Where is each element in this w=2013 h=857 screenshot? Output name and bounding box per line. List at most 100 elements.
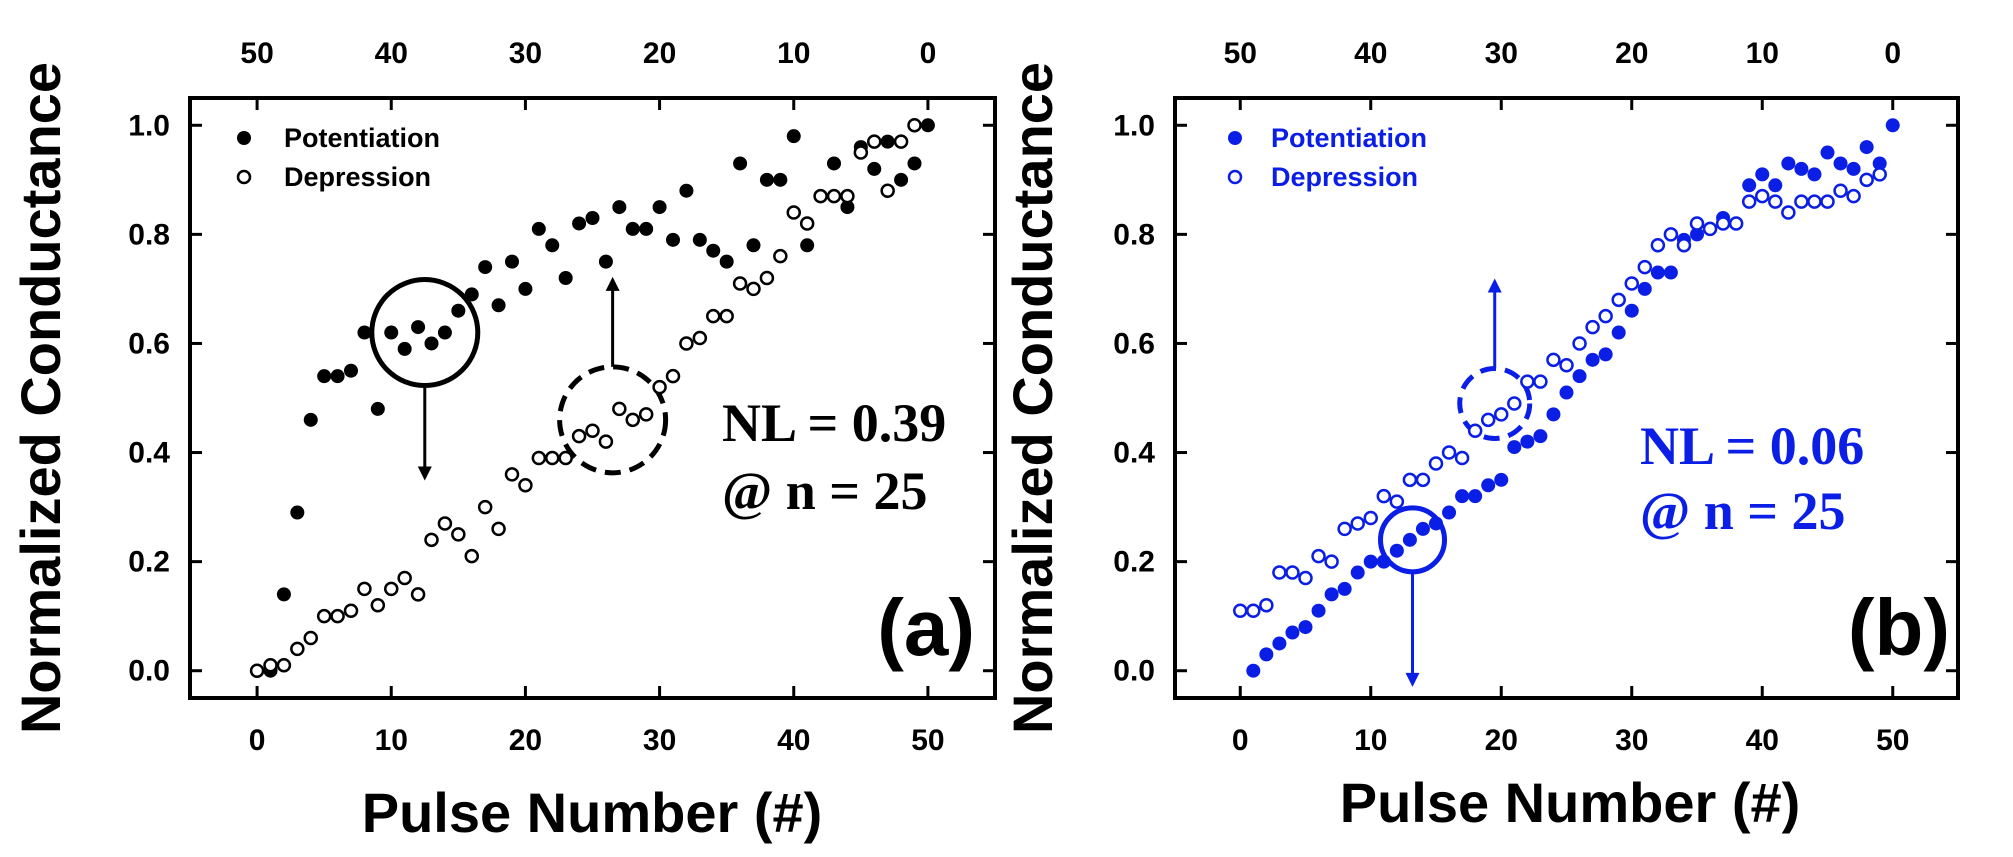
top-tick-label: 40 <box>1354 37 1387 70</box>
y-axis-label: Normalized Conductance <box>1001 62 1064 734</box>
top-ticks: 50 40 30 20 10 0 <box>240 37 936 110</box>
depression-point <box>1507 396 1522 411</box>
potentiation-point <box>330 369 345 384</box>
legend-marker-potentiation <box>1228 131 1242 145</box>
potentiation-point <box>1272 636 1287 651</box>
potentiation-point <box>1820 145 1835 160</box>
potentiation-point <box>1259 647 1274 662</box>
depression-point <box>1402 472 1418 488</box>
potentiation-point <box>1585 352 1600 367</box>
potentiation-point <box>1442 505 1457 520</box>
depression-point <box>343 603 359 618</box>
x-axis-label: Pulse Number (#) <box>362 781 823 844</box>
nl-condition-annotation: @ n = 25 <box>1640 481 1846 541</box>
y-ticks: 0.0 0.2 0.4 0.6 0.8 1.0 <box>128 109 995 688</box>
potentiation-point <box>800 238 815 253</box>
depression-point <box>826 188 842 204</box>
depression-point <box>1859 172 1874 188</box>
legend-marker-potentiation <box>237 131 251 145</box>
depression-point <box>357 581 372 597</box>
legend: Potentiation Depression <box>1227 123 1427 192</box>
y-tick-label: 0.4 <box>1113 437 1155 470</box>
potentiation-point <box>1598 347 1613 362</box>
x-tick-label: 0 <box>249 724 266 757</box>
potentiation-point <box>518 281 533 296</box>
depression-point <box>1624 276 1639 291</box>
y-tick-label: 0.6 <box>1113 327 1155 360</box>
potentiation-point <box>303 412 318 427</box>
potentiation-point <box>545 238 560 253</box>
potentiation-point <box>1455 489 1470 504</box>
potentiation-point <box>1846 161 1861 176</box>
potentiation-point <box>585 211 600 225</box>
potentiation-point <box>773 172 788 187</box>
depression-point <box>1546 352 1561 368</box>
depression-point <box>1233 603 1248 618</box>
potentiation-point <box>357 325 372 340</box>
depression-point <box>437 516 453 531</box>
potentiation-point <box>880 134 895 149</box>
potentiation-point <box>1559 385 1574 400</box>
depression-point <box>893 134 909 149</box>
panel-label-a: (a) <box>877 583 975 672</box>
depression-point <box>1572 336 1587 351</box>
potentiation-point <box>397 341 412 356</box>
potentiation-point <box>572 216 587 231</box>
depression-point <box>1689 216 1705 231</box>
potentiation-point <box>746 238 761 253</box>
panel-label-b: (b) <box>1848 583 1950 672</box>
potentiation-point <box>840 200 855 215</box>
depression-point <box>1311 548 1326 564</box>
depression-point <box>1559 358 1574 373</box>
depression-point <box>504 467 520 482</box>
potentiation-point <box>290 505 305 520</box>
potentiation-point <box>344 363 358 378</box>
x-tick-label: 50 <box>911 724 944 757</box>
x-tick-label: 10 <box>1354 724 1387 757</box>
x-tick-label: 0 <box>1232 724 1249 757</box>
potentiation-point <box>1807 167 1822 182</box>
potentiation-point <box>639 221 654 236</box>
potentiation-point <box>384 325 399 340</box>
depression-point <box>598 434 614 449</box>
data-points <box>249 118 935 678</box>
panel-a: 0 10 20 30 40 50 0.0 0.2 0.4 0.6 0.8 1.0 50 40 30 20 1… <box>9 37 997 844</box>
depression-point <box>290 641 305 657</box>
x-tick-label: 30 <box>643 724 676 757</box>
potentiation-point <box>679 183 694 198</box>
potentiation-point <box>411 320 426 335</box>
depression-point <box>1376 488 1392 504</box>
depression-point <box>1676 238 1692 253</box>
depression-point <box>652 379 667 395</box>
nl-value-annotation: NL = 0.39 <box>722 393 946 453</box>
potentiation-point <box>1794 161 1809 176</box>
potentiation-point <box>1611 325 1626 340</box>
potentiation-point <box>692 232 707 247</box>
potentiation-point <box>1324 587 1339 602</box>
depression-point <box>1820 194 1835 209</box>
potentiation-point <box>1350 565 1365 580</box>
potentiation-point <box>464 287 479 302</box>
depression-point <box>410 587 426 602</box>
x-tick-label: 20 <box>1485 724 1518 757</box>
legend-label-potentiation: Potentiation <box>284 123 440 153</box>
depression-point <box>1337 521 1352 537</box>
depression-point <box>853 145 869 160</box>
y-axis-label: Normalized Conductance <box>9 62 72 734</box>
potentiation-point <box>598 254 613 269</box>
y-tick-label: 1.0 <box>128 109 170 142</box>
depression-point <box>1494 407 1509 422</box>
y-tick-label: 0.2 <box>128 546 170 579</box>
potentiation-point <box>491 298 506 313</box>
potentiation-point <box>1650 265 1665 280</box>
top-tick-label: 10 <box>777 37 810 70</box>
depression-point <box>571 428 587 444</box>
potentiation-point <box>1429 516 1443 531</box>
depression-point <box>867 134 882 149</box>
depression-point <box>1637 259 1653 275</box>
arrow-down-icon <box>1405 672 1420 687</box>
legend-marker-depression <box>236 169 252 185</box>
depression-point <box>612 401 627 417</box>
depression-point <box>1298 570 1313 586</box>
depression-point <box>1872 167 1887 182</box>
